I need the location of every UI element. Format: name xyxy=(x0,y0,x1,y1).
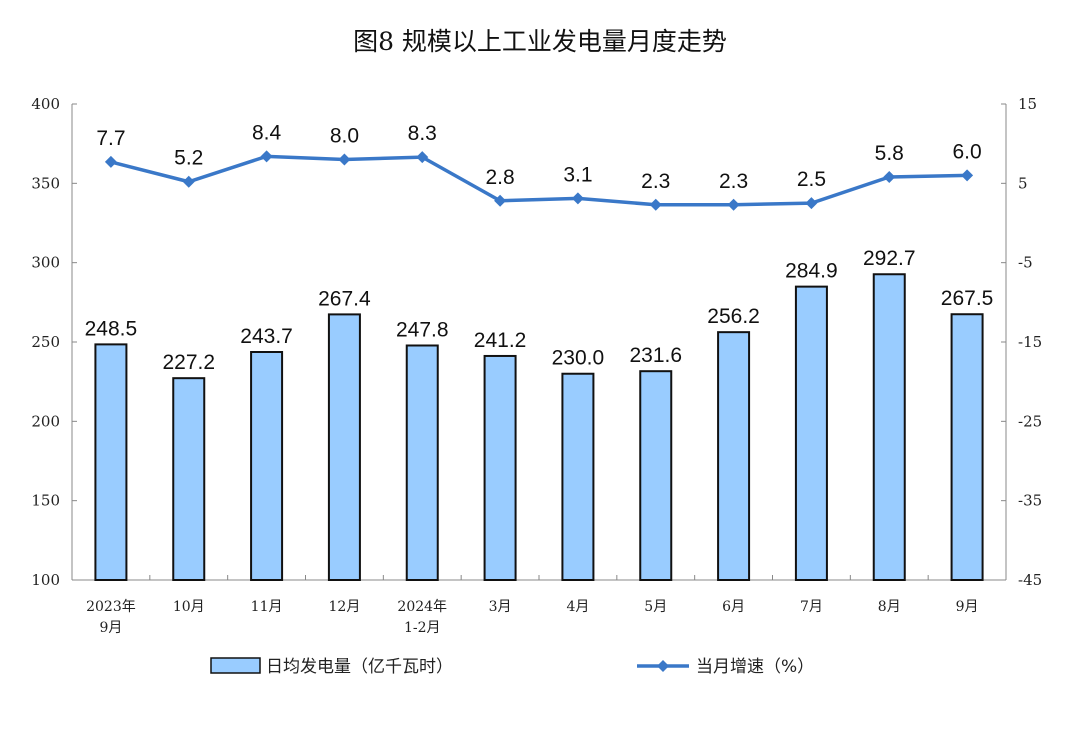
bar xyxy=(950,313,984,581)
bar xyxy=(405,344,439,581)
line-point xyxy=(961,169,974,182)
bar-data-label: 256.2 xyxy=(707,305,760,328)
growth-line xyxy=(110,154,968,207)
bar-data-label: 241.2 xyxy=(474,329,527,352)
category-label: 7月 xyxy=(800,599,823,615)
line-data-label: 2.3 xyxy=(641,170,670,193)
category-label: 4月 xyxy=(566,599,589,615)
category-label: 10月 xyxy=(173,599,205,615)
right-tick-label: -15 xyxy=(1018,333,1042,351)
left-tick-label: 100 xyxy=(31,571,60,589)
category-label: 9月 xyxy=(99,620,122,636)
line-point xyxy=(494,194,507,207)
legend-bar-label: 日均发电量（亿千瓦时） xyxy=(266,657,453,677)
bar-data-label: 230.0 xyxy=(552,347,605,370)
line-data-label: 8.4 xyxy=(252,121,282,144)
category-label: 5月 xyxy=(644,599,667,615)
right-tick-label: 5 xyxy=(1018,174,1028,192)
category-label: 3月 xyxy=(489,599,512,615)
bar-data-label: 227.2 xyxy=(162,351,215,374)
bar-data-label: 247.8 xyxy=(396,318,449,341)
legend-bar-swatch xyxy=(210,657,261,674)
line-point xyxy=(727,198,740,211)
right-tick-label: -5 xyxy=(1018,254,1033,272)
line-data-label: 7.7 xyxy=(96,127,125,150)
left-tick-label: 250 xyxy=(31,333,60,351)
left-tick-label: 400 xyxy=(31,95,60,113)
line-point xyxy=(260,150,273,163)
bar xyxy=(327,313,361,581)
line-point xyxy=(416,151,429,164)
category-label: 1-2月 xyxy=(404,620,441,636)
bar xyxy=(250,350,284,581)
line-data-label: 8.3 xyxy=(408,122,437,145)
line-point xyxy=(104,155,117,168)
line-data-label: 2.3 xyxy=(719,170,748,193)
legend-line-marker xyxy=(657,660,669,672)
line-point xyxy=(883,170,896,183)
bar xyxy=(872,273,906,581)
line-point xyxy=(649,198,662,211)
chart-title: 图8 规模以上工业发电量月度走势 xyxy=(353,27,727,56)
left-tick-label: 350 xyxy=(31,174,60,192)
bar xyxy=(94,343,128,581)
line-data-label: 3.1 xyxy=(563,163,592,186)
right-tick-label: 15 xyxy=(1018,95,1037,113)
bar xyxy=(172,377,206,581)
line-point xyxy=(805,197,818,210)
category-label: 2023年 xyxy=(86,599,136,615)
line-data-label: 5.2 xyxy=(174,147,203,170)
line-data-label: 5.8 xyxy=(875,142,904,165)
bar-data-label: 231.6 xyxy=(629,344,682,367)
line-point xyxy=(182,175,195,188)
right-tick-label: -25 xyxy=(1018,412,1042,430)
bar xyxy=(483,354,517,582)
left-tick-label: 150 xyxy=(31,492,60,510)
category-label: 8月 xyxy=(878,599,901,615)
category-label: 11月 xyxy=(251,599,283,615)
legend-line-label: 当月增速（%） xyxy=(696,657,814,677)
line-point xyxy=(571,192,584,205)
bar-data-label: 284.9 xyxy=(785,260,838,283)
bar xyxy=(794,285,828,581)
right-tick-label: -35 xyxy=(1018,492,1042,510)
category-label: 6月 xyxy=(722,599,745,615)
bar xyxy=(717,331,751,581)
bar xyxy=(639,370,673,581)
bar-data-label: 243.7 xyxy=(240,325,293,348)
bar-data-label: 267.4 xyxy=(318,287,371,310)
line-data-label: 8.0 xyxy=(330,125,359,148)
bar-data-label: 292.7 xyxy=(863,247,916,270)
category-label: 12月 xyxy=(329,599,361,615)
left-tick-label: 200 xyxy=(31,412,60,430)
bar-data-label: 248.5 xyxy=(85,317,138,340)
category-label: 9月 xyxy=(956,599,979,615)
line-data-label: 2.8 xyxy=(485,166,514,189)
category-label: 2024年 xyxy=(397,599,447,615)
bar-data-label: 267.5 xyxy=(941,287,994,310)
bar xyxy=(561,372,595,581)
right-tick-label: -45 xyxy=(1018,571,1042,589)
line-point xyxy=(338,153,351,166)
line-data-label: 2.5 xyxy=(797,168,826,191)
left-tick-label: 300 xyxy=(31,254,60,272)
line-data-label: 6.0 xyxy=(952,140,981,163)
